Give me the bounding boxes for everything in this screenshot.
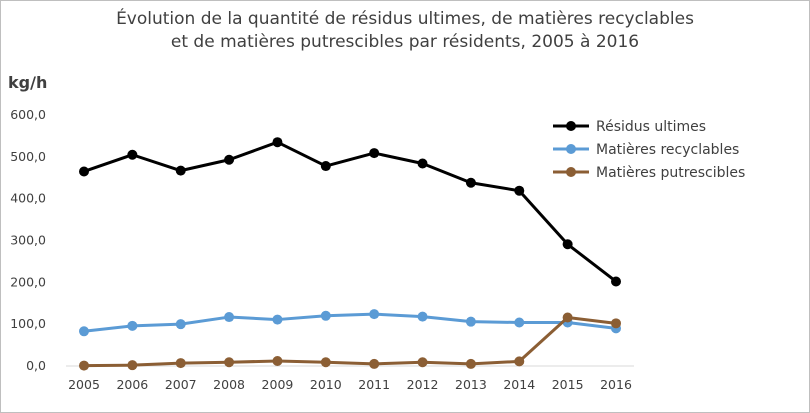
y-tick-label: 500,0 <box>10 149 46 164</box>
data-point <box>224 154 235 165</box>
data-point <box>562 312 573 323</box>
x-tick-label: 2013 <box>455 377 487 392</box>
x-tick-label: 2010 <box>310 377 342 392</box>
y-tick-label: 200,0 <box>10 274 46 289</box>
series-line <box>83 312 617 333</box>
series-3 <box>79 312 621 371</box>
y-axis: 0,0 100,0 200,0 300,0 400,0 500,0 600,0 <box>10 107 46 373</box>
data-point <box>79 360 89 371</box>
data-point <box>514 317 525 328</box>
legend-label: Matières putrescibles <box>596 165 745 181</box>
data-point <box>272 137 283 148</box>
x-tick-label: 2008 <box>213 377 245 392</box>
legend: Résidus ultimes Matières recyclables Matiè… <box>553 119 745 181</box>
x-tick-label: 2015 <box>552 377 584 392</box>
data-point <box>79 326 89 337</box>
series-line <box>83 140 617 283</box>
legend-item: Matières putrescibles <box>553 165 745 181</box>
chart-title-line-1: Évolution de la quantité de résidus ulti… <box>116 9 694 29</box>
legend-item: Résidus ultimes <box>553 119 706 135</box>
series-1 <box>79 137 621 287</box>
y-tick-label: 300,0 <box>10 233 46 248</box>
data-point <box>175 319 186 330</box>
x-tick-label: 2011 <box>358 377 390 392</box>
data-point <box>320 161 331 172</box>
x-tick-label: 2016 <box>600 377 632 392</box>
data-point <box>272 314 283 325</box>
data-point <box>611 318 621 329</box>
y-axis-label: kg/h <box>8 73 47 92</box>
data-point <box>224 357 235 368</box>
data-point <box>224 312 235 323</box>
chart-title-line-2: et de matières putrescibles par résident… <box>170 32 640 52</box>
series-group <box>79 137 621 371</box>
legend-swatch-marker <box>566 167 576 177</box>
x-tick-label: 2009 <box>262 377 294 392</box>
legend-swatch-marker <box>566 121 576 131</box>
x-tick-label: 2007 <box>165 377 197 392</box>
x-tick-label: 2014 <box>503 377 535 392</box>
series-2 <box>79 309 621 337</box>
data-point <box>369 148 380 159</box>
data-point <box>465 316 476 327</box>
data-point <box>611 276 621 287</box>
x-tick-label: 2005 <box>68 377 100 392</box>
y-tick-label: 100,0 <box>10 316 46 331</box>
legend-label: Résidus ultimes <box>596 119 706 135</box>
data-point <box>514 185 525 196</box>
series-line <box>83 315 617 368</box>
x-tick-label: 2006 <box>116 377 148 392</box>
x-axis: 2005 2006 2007 2008 2009 2010 2011 2012 2013 2014… <box>68 377 632 392</box>
y-tick-label: 400,0 <box>10 191 46 206</box>
data-point <box>417 357 428 368</box>
data-point <box>514 356 525 367</box>
data-point <box>272 355 283 366</box>
data-point <box>127 320 138 331</box>
data-point <box>417 311 428 322</box>
y-tick-label: 0,0 <box>26 358 46 373</box>
y-tick-label: 600,0 <box>10 107 46 122</box>
chart-title: Évolution de la quantité de résidus ulti… <box>0 8 810 54</box>
x-tick-label: 2012 <box>407 377 439 392</box>
legend-swatch-marker <box>566 144 576 154</box>
data-point <box>79 166 89 177</box>
data-point <box>127 360 138 371</box>
data-point <box>127 149 138 160</box>
data-point <box>369 309 380 320</box>
data-point <box>320 357 331 368</box>
legend-label: Matières recyclables <box>596 142 739 158</box>
data-point <box>465 177 476 188</box>
data-point <box>175 358 186 369</box>
data-point <box>562 239 573 250</box>
data-point <box>369 358 380 369</box>
data-point <box>465 358 476 369</box>
data-point <box>417 158 428 169</box>
data-point <box>320 310 331 321</box>
legend-item: Matières recyclables <box>553 142 739 158</box>
data-point <box>175 165 186 176</box>
